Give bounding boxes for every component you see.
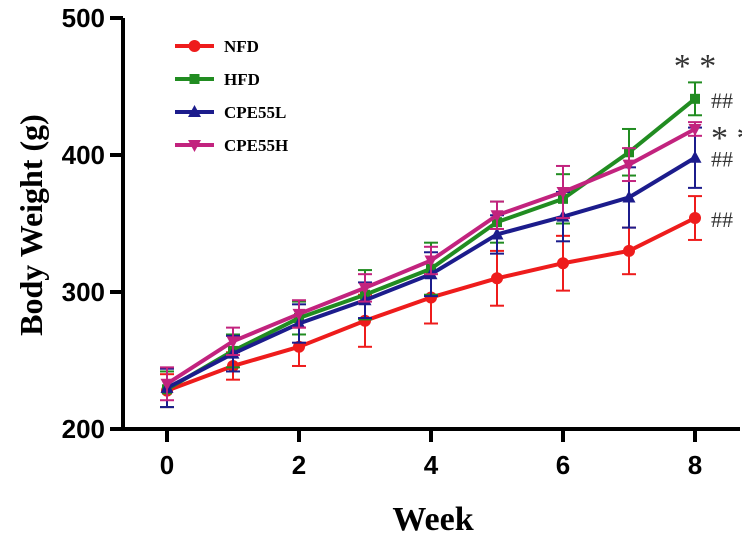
legend-swatch-marker	[188, 140, 201, 152]
cpe55h-point	[226, 336, 240, 349]
legend: NFD HFD CPE55L CPE55H	[175, 37, 288, 155]
series-hfd	[160, 81, 702, 409]
cpe55l-point	[688, 150, 702, 163]
x-axis-title: Week	[392, 501, 473, 538]
legend-item-cpe55h: CPE55H	[175, 136, 288, 155]
significance-stars-cpe55h: * *	[711, 120, 742, 157]
x-tick-label: 6	[556, 450, 570, 480]
significance-hash-nfd: ##	[711, 207, 733, 232]
nfd-point	[557, 257, 569, 270]
legend-label-cpe55l: CPE55L	[224, 103, 286, 122]
ticks	[110, 16, 697, 442]
cpe55h-point	[358, 282, 372, 295]
legend-label-nfd: NFD	[224, 37, 259, 56]
legend-label-cpe55h: CPE55H	[224, 136, 288, 155]
legend-swatch-marker	[189, 74, 200, 84]
legend-swatch-marker	[188, 40, 201, 52]
x-tick-label: 8	[688, 450, 702, 480]
hfd-point	[690, 93, 700, 104]
legend-label-hfd: HFD	[224, 70, 260, 89]
nfd-point	[491, 272, 503, 285]
nfd-point	[623, 244, 635, 257]
annotations: * *##* *####	[674, 48, 742, 232]
cpe55h-point	[688, 123, 702, 136]
cpe55h-point	[424, 255, 438, 268]
series-cpe55h	[160, 121, 702, 402]
y-tick-label: 200	[62, 414, 105, 444]
cpe55h-point	[490, 210, 504, 223]
y-axis-title: Body Weight (g)	[13, 114, 49, 336]
cpe55h-point	[292, 308, 306, 321]
legend-item-nfd: NFD	[175, 37, 259, 56]
cpe55h-point	[160, 378, 174, 391]
cpe55h-point	[556, 186, 570, 199]
y-tick-label: 500	[62, 3, 105, 33]
significance-hash-cpe55l: ##	[711, 147, 733, 172]
legend-item-cpe55l: CPE55L	[175, 103, 286, 122]
significance-hash-hfd: ##	[711, 88, 733, 113]
legend-item-hfd: HFD	[175, 70, 260, 89]
series-nfd	[160, 195, 702, 409]
x-tick-label: 4	[424, 450, 439, 480]
series-layer	[160, 81, 702, 409]
nfd-point	[689, 212, 701, 225]
tick-labels: 200 300 400 500 0 2 4 6 8	[62, 3, 703, 480]
x-tick-label: 2	[292, 450, 306, 480]
x-tick-label: 0	[160, 450, 174, 480]
cpe55l-point	[490, 227, 504, 240]
legend-swatch-marker	[188, 105, 201, 117]
nfd-point	[293, 340, 305, 353]
y-tick-label: 400	[62, 140, 105, 170]
significance-stars-hfd: * *	[674, 48, 717, 85]
cpe55h-point	[622, 159, 636, 172]
y-tick-label: 300	[62, 277, 105, 307]
cpe55l-point	[622, 190, 636, 203]
